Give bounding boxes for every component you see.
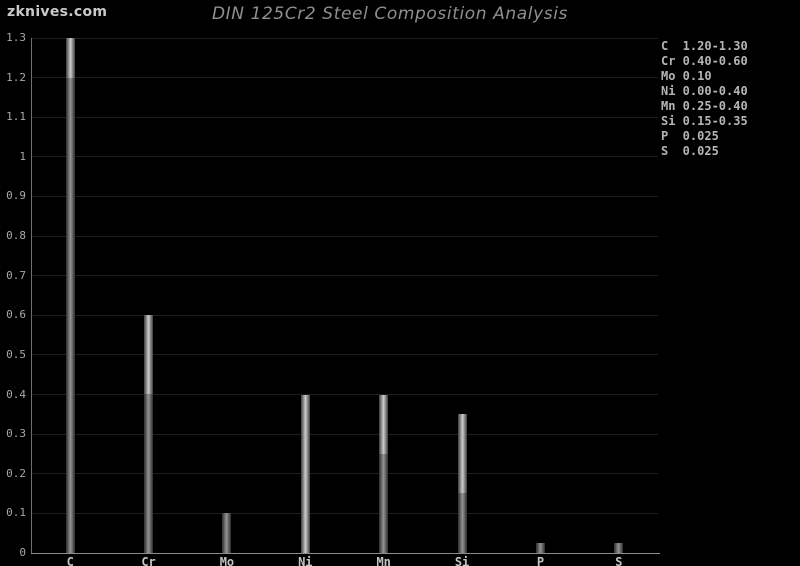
legend-element-symbol: C (661, 39, 669, 53)
x-axis-category-label: P (536, 555, 545, 566)
bar-base-segment (457, 493, 467, 553)
legend-element-symbol: Mo (661, 69, 676, 83)
gridline (31, 77, 658, 79)
gridline (31, 37, 658, 39)
gridline (31, 314, 658, 316)
x-axis-category-label: Ni (298, 555, 313, 566)
bar-base-segment (535, 543, 545, 553)
gridline (31, 394, 658, 396)
y-axis-tick-label: 1.2 (6, 70, 26, 84)
bar-range-segment (379, 395, 389, 454)
gridline (31, 195, 658, 197)
y-axis-tick-label: 0.9 (6, 189, 26, 203)
gridline (31, 235, 658, 237)
bar-Si (457, 414, 467, 553)
legend-element-value: 0.10 (682, 69, 712, 83)
x-axis-category-label: C (66, 555, 74, 566)
x-axis-category-label: Mo (219, 555, 235, 566)
legend-entry-Cr: Cr 0.40-0.60 (661, 54, 748, 69)
legend-entry-Mn: Mn 0.25-0.40 (661, 99, 748, 114)
gridline (31, 512, 658, 514)
legend-element-value: 0.025 (682, 129, 719, 143)
legend-element-value: 0.40-0.60 (682, 54, 748, 68)
legend-entry-Ni: Ni 0.00-0.40 (661, 84, 748, 99)
legend-entry-C: C 1.20-1.30 (661, 39, 748, 54)
bar-P (535, 543, 545, 553)
legend-entry-Si: Si 0.15-0.35 (661, 114, 748, 129)
legend-element-value: 0.25-0.40 (682, 99, 748, 113)
y-axis-tick-label: 0.4 (6, 387, 26, 401)
legend-entry-S: S 0.025 (661, 144, 748, 159)
legend-element-symbol: P (661, 129, 669, 143)
bar-range-segment (65, 38, 75, 78)
y-axis-tick-label: 0.2 (6, 466, 26, 480)
legend-element-symbol: Si (661, 114, 676, 128)
y-axis-tick-label: 0.1 (6, 506, 26, 520)
y-axis-tick-label: 1.1 (6, 110, 26, 124)
gridline (31, 354, 658, 356)
bar-S (614, 543, 624, 553)
gridline (31, 275, 658, 277)
y-axis-tick-label: 0.3 (6, 427, 26, 441)
legend-element-symbol: Ni (661, 84, 676, 98)
bar-Mo (222, 513, 232, 553)
legend-element-value: 0.00-0.40 (682, 84, 748, 98)
x-axis-line (31, 552, 660, 554)
legend-element-value: 1.20-1.30 (682, 39, 748, 53)
x-axis-category-label: Si (454, 555, 470, 566)
legend-element-symbol: Cr (661, 54, 676, 68)
gridline (31, 116, 658, 118)
bar-C (65, 38, 75, 553)
legend-element-symbol: Mn (661, 99, 676, 113)
bar-range-segment (457, 414, 467, 493)
bar-base-segment (144, 394, 154, 553)
y-axis-tick-label: 0 (19, 546, 26, 559)
gridline (31, 433, 658, 435)
legend-entry-P: P 0.025 (661, 129, 748, 144)
bar-base-segment (222, 513, 232, 553)
y-axis-line (31, 38, 32, 553)
gridline (31, 473, 658, 475)
y-axis-tick-label: 0.6 (6, 308, 26, 322)
bar-range-segment (144, 315, 154, 394)
y-axis-tick-label: 0.5 (6, 347, 26, 361)
bar-range-segment (300, 395, 310, 553)
gridline (31, 156, 658, 158)
bar-Cr (144, 315, 154, 553)
y-axis-tick-label: 0.7 (6, 268, 26, 282)
composition-legend: C 1.20-1.30 Cr 0.40-0.60 Mo 0.10 Ni 0.00-0.40 Mn… (661, 39, 748, 159)
y-axis-tick-label: 1 (19, 149, 26, 163)
watermark-link[interactable]: zknives.com (7, 4, 108, 20)
x-axis-category-label: S (615, 555, 623, 566)
legend-element-symbol: S (661, 144, 669, 158)
bar-base-segment (65, 78, 75, 553)
bar-Mn (379, 395, 389, 553)
legend-element-value: 0.15-0.35 (682, 114, 748, 128)
bar-base-segment (379, 454, 389, 553)
bar-Ni (300, 395, 310, 553)
legend-element-value: 0.025 (682, 144, 719, 158)
x-axis-category-label: Mn (376, 555, 391, 566)
bar-base-segment (614, 543, 624, 553)
x-axis-category-label: Cr (141, 555, 156, 566)
legend-entry-Mo: Mo 0.10 (661, 69, 748, 84)
y-axis-tick-label: 0.8 (6, 229, 26, 243)
y-axis-tick-label: 1.3 (6, 31, 26, 44)
chart-title: DIN 125Cr2 Steel Composition Analysis (211, 4, 569, 24)
